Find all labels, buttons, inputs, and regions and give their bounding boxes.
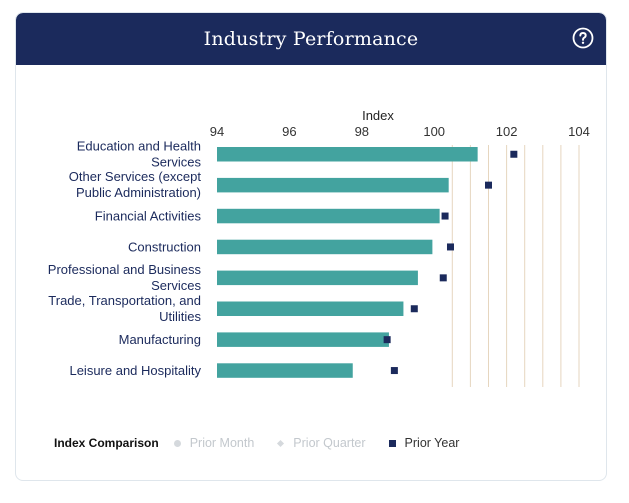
category-label: Other Services (except Public Administrat… bbox=[69, 169, 202, 200]
prior-year-marker bbox=[441, 212, 449, 220]
x-tick-label: 94 bbox=[210, 124, 224, 139]
legend-title: Index Comparison bbox=[54, 436, 159, 450]
category-label-line: Other Services (except bbox=[69, 169, 202, 184]
prior-year-marker bbox=[383, 336, 391, 344]
diamond-icon bbox=[277, 439, 285, 447]
legend-label-prior-month: Prior Month bbox=[189, 436, 255, 450]
category-label-line: Services bbox=[151, 154, 201, 169]
category-label-line: Education and Health bbox=[77, 138, 201, 153]
x-tick-label: 96 bbox=[282, 124, 296, 139]
legend-label-prior-year: Prior Year bbox=[404, 436, 460, 450]
x-tick-label: 98 bbox=[355, 124, 369, 139]
category-label: Construction bbox=[128, 239, 201, 254]
prior-year-marker bbox=[485, 181, 492, 189]
prior-year-marker bbox=[390, 367, 398, 375]
bar bbox=[217, 301, 404, 316]
bar bbox=[217, 177, 449, 193]
category-label: Professional and Business Services bbox=[48, 262, 202, 293]
category-label-line: Public Administration) bbox=[76, 185, 201, 200]
category-label: Manufacturing bbox=[119, 332, 201, 347]
question-circle-icon[interactable] bbox=[572, 27, 594, 49]
x-tick-label: 102 bbox=[496, 124, 518, 139]
legend-label-prior-quarter: Prior Quarter bbox=[293, 436, 366, 450]
bar bbox=[217, 332, 389, 347]
card-title: Industry Performance bbox=[203, 28, 419, 50]
bar bbox=[217, 208, 440, 224]
industry-bar-chart: Index 94 96 98 100 102 104 Education and Health… bbox=[48, 108, 590, 387]
prior-year-marker bbox=[410, 305, 418, 313]
category-label-line: Services bbox=[151, 278, 201, 293]
square-icon bbox=[388, 439, 396, 447]
industry-performance-card: Industry Performance Index 94 96 98 100 102 10… bbox=[15, 12, 607, 481]
category-label-line: Professional and Business bbox=[48, 262, 202, 277]
category-label: Financial Activities bbox=[95, 209, 202, 224]
legend-item-prior-month[interactable]: Prior Month bbox=[173, 436, 255, 450]
bar bbox=[217, 363, 353, 378]
prior-year-marker bbox=[446, 243, 454, 251]
bar bbox=[217, 147, 478, 162]
category-label: Leisure and Hospitality bbox=[69, 363, 201, 378]
card-header: Industry Performance bbox=[16, 13, 606, 65]
x-tick-label: 104 bbox=[568, 124, 590, 139]
category-label-line: Utilities bbox=[159, 309, 201, 324]
prior-year-marker bbox=[510, 150, 518, 158]
prior-year-marker bbox=[439, 274, 447, 282]
bar bbox=[217, 270, 418, 286]
legend-item-prior-quarter[interactable]: Prior Quarter bbox=[277, 436, 366, 450]
chart-area: Index 94 96 98 100 102 104 Education and Health… bbox=[16, 65, 606, 480]
legend: Index Comparison Prior Month Prior Quart… bbox=[54, 435, 482, 451]
bar bbox=[217, 239, 433, 255]
legend-item-prior-year[interactable]: Prior Year bbox=[388, 436, 460, 450]
circle-icon bbox=[173, 439, 181, 447]
x-tick-label: 100 bbox=[423, 124, 445, 139]
category-label-line: Trade, Transportation, and bbox=[48, 293, 201, 308]
category-label: Trade, Transportation, and Utilities bbox=[48, 293, 201, 324]
x-axis-title: Index bbox=[362, 108, 394, 123]
category-label: Education and Health Services bbox=[77, 138, 202, 169]
